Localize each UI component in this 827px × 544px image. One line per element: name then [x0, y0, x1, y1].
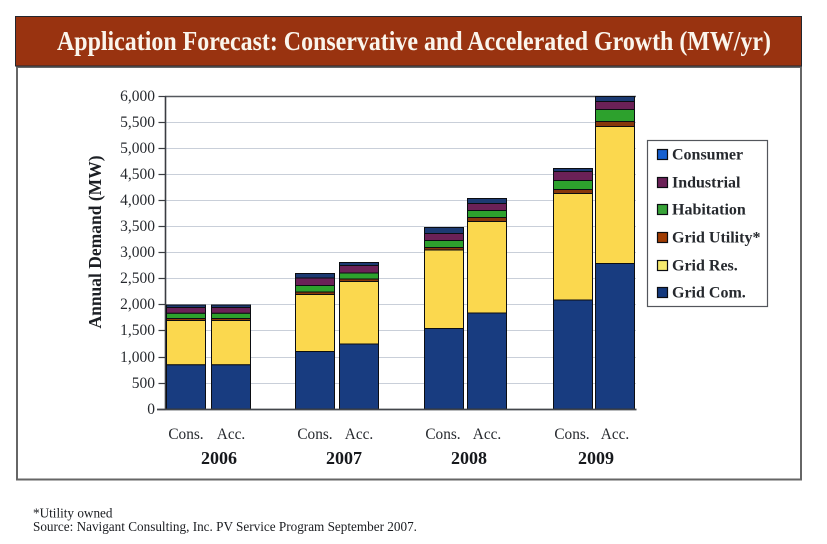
svg-text:Grid Com.: Grid Com. [672, 285, 746, 302]
svg-text:Acc.: Acc. [217, 426, 245, 443]
svg-text:2007: 2007 [326, 448, 362, 468]
svg-text:1,500: 1,500 [120, 322, 155, 339]
svg-text:4,500: 4,500 [120, 166, 155, 183]
svg-text:0: 0 [147, 401, 155, 418]
svg-text:Consumer: Consumer [672, 147, 743, 164]
svg-text:5,000: 5,000 [120, 140, 155, 157]
svg-text:Source: Navigant Consulting, I: Source: Navigant Consulting, Inc. PV Ser… [33, 519, 417, 534]
svg-text:2,000: 2,000 [120, 296, 155, 313]
svg-text:Cons.: Cons. [168, 426, 203, 443]
svg-text:1,000: 1,000 [120, 349, 155, 366]
svg-text:Annual Demand (MW): Annual Demand (MW) [85, 155, 105, 328]
svg-text:Habitation: Habitation [672, 202, 746, 219]
svg-text:Industrial: Industrial [672, 175, 741, 192]
svg-text:6,000: 6,000 [120, 88, 155, 105]
svg-text:4,000: 4,000 [120, 192, 155, 209]
svg-text:3,000: 3,000 [120, 244, 155, 261]
svg-text:Grid Res.: Grid Res. [672, 258, 738, 275]
svg-text:500: 500 [132, 375, 156, 392]
svg-text:3,500: 3,500 [120, 218, 155, 235]
svg-text:Cons.: Cons. [297, 426, 332, 443]
svg-text:5,500: 5,500 [120, 114, 155, 131]
svg-text:Cons.: Cons. [554, 426, 589, 443]
svg-text:Cons.: Cons. [425, 426, 460, 443]
svg-text:2009: 2009 [578, 448, 614, 468]
svg-text:*Utility owned: *Utility owned [33, 506, 113, 521]
svg-text:Acc.: Acc. [345, 426, 373, 443]
svg-text:Application Forecast: Conserva: Application Forecast: Conservative and A… [57, 26, 771, 56]
svg-text:Acc.: Acc. [601, 426, 629, 443]
svg-text:Acc.: Acc. [473, 426, 501, 443]
svg-text:Grid Utility*: Grid Utility* [672, 230, 760, 247]
svg-text:2008: 2008 [451, 448, 487, 468]
svg-text:2,500: 2,500 [120, 270, 155, 287]
svg-text:2006: 2006 [201, 448, 237, 468]
